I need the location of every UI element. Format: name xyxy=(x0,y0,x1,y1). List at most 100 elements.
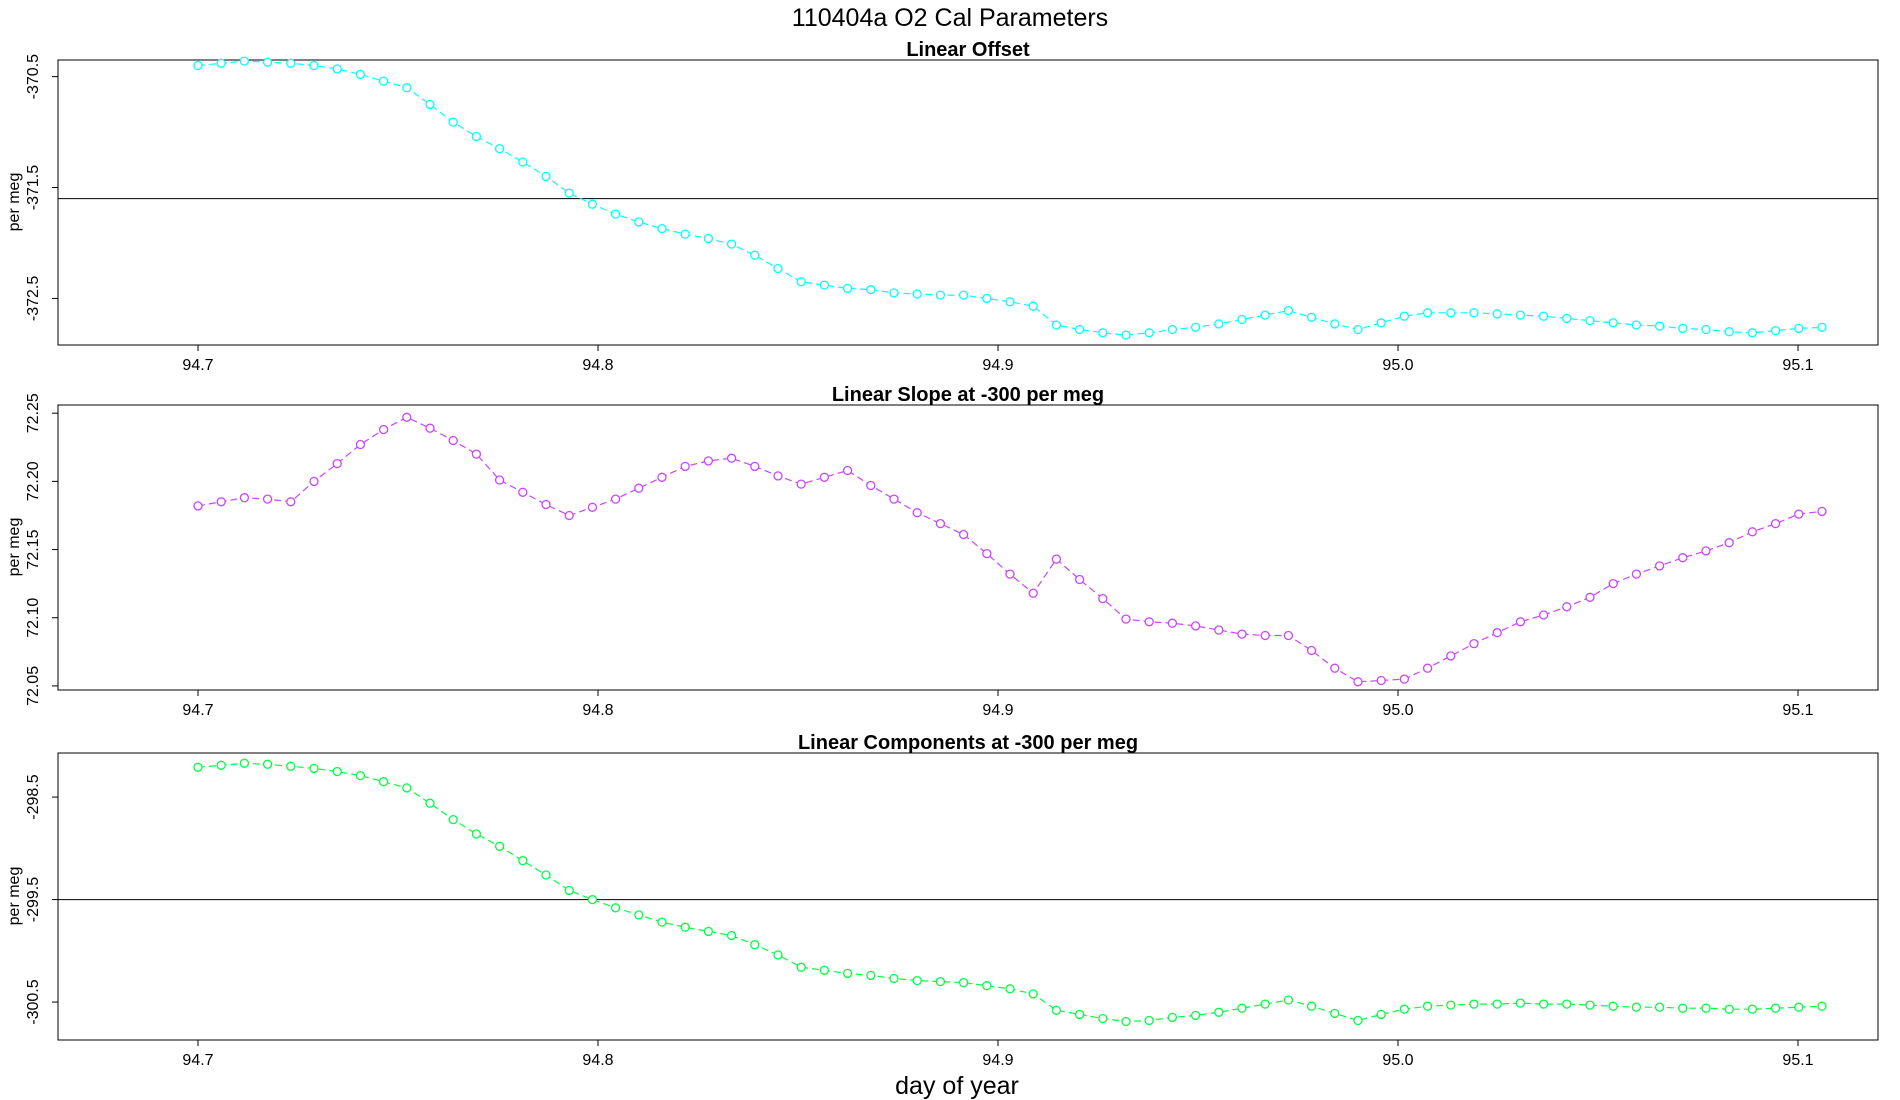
data-point xyxy=(1399,311,1410,321)
data-point xyxy=(750,250,760,260)
data-point xyxy=(1631,1002,1642,1012)
data-point xyxy=(1190,322,1201,332)
data-point xyxy=(1283,305,1294,316)
linear-slope-panel: Linear Slope at -300 per meg per meg 94.… xyxy=(6,384,1879,719)
x-axis-label: day of year xyxy=(895,1072,1019,1100)
data-point xyxy=(1538,311,1549,321)
data-point xyxy=(1701,546,1711,556)
data-point xyxy=(819,280,830,290)
series-line xyxy=(197,762,1823,1023)
data-point xyxy=(355,69,366,80)
data-point xyxy=(1190,1010,1201,1021)
y-tick-label: 72.05 xyxy=(25,666,42,706)
data-point xyxy=(1817,322,1827,332)
data-point xyxy=(1562,313,1572,324)
data-point xyxy=(518,855,528,866)
data-point xyxy=(1074,574,1085,585)
data-point xyxy=(1260,630,1270,641)
data-point xyxy=(773,263,783,274)
data-point xyxy=(262,759,273,769)
data-point xyxy=(1469,308,1479,318)
data-point xyxy=(494,144,505,154)
data-point xyxy=(1376,318,1386,328)
data-point xyxy=(1121,1016,1131,1027)
x-tick-label: 95.1 xyxy=(1782,357,1813,374)
data-point xyxy=(564,188,574,198)
data-point xyxy=(587,502,598,512)
x-tick-label: 94.9 xyxy=(982,357,1013,374)
data-point xyxy=(193,762,203,772)
data-point xyxy=(1330,319,1340,329)
data-point xyxy=(889,288,899,298)
data-point xyxy=(819,965,830,975)
data-point xyxy=(564,510,574,521)
data-point xyxy=(1376,1009,1386,1020)
data-point xyxy=(402,83,412,93)
data-point xyxy=(1747,527,1758,537)
data-point xyxy=(1446,651,1456,661)
data-series xyxy=(193,412,1827,687)
y-tick-label: 72.25 xyxy=(25,393,42,433)
data-point xyxy=(448,117,458,127)
data-point xyxy=(425,423,435,433)
data-point xyxy=(889,973,899,984)
data-point xyxy=(680,461,690,472)
data-point xyxy=(1608,578,1618,589)
data-point xyxy=(587,894,598,905)
x-tick-label: 94.9 xyxy=(982,1052,1013,1069)
data-point xyxy=(1214,625,1224,635)
data-point xyxy=(1422,1001,1433,1011)
data-point xyxy=(1167,324,1178,335)
data-point xyxy=(1654,561,1665,571)
data-point xyxy=(216,58,226,68)
x-tick-label: 94.8 xyxy=(582,1052,613,1069)
y-tick-label: -299.5 xyxy=(25,877,42,922)
data-point xyxy=(1446,1000,1456,1010)
data-point xyxy=(332,766,342,777)
y-tick-label: -300.5 xyxy=(25,979,42,1024)
data-point xyxy=(1770,518,1781,529)
data-point xyxy=(1585,1000,1595,1010)
data-point xyxy=(216,497,226,507)
x-tick-label: 94.7 xyxy=(182,702,213,719)
data-point xyxy=(1678,1003,1688,1013)
data-point xyxy=(1608,1001,1618,1011)
data-point xyxy=(378,424,389,435)
x-tick-label: 95.0 xyxy=(1382,1052,1413,1069)
data-point xyxy=(1005,569,1015,579)
data-point xyxy=(1051,554,1062,564)
data-point xyxy=(610,494,621,504)
data-point xyxy=(309,60,319,71)
y-tick-label: 72.15 xyxy=(25,529,42,569)
data-point xyxy=(1306,645,1317,656)
data-point xyxy=(1330,663,1340,673)
data-point xyxy=(982,293,992,304)
data-point xyxy=(1585,315,1595,326)
data-point xyxy=(1724,538,1734,548)
data-point xyxy=(471,829,482,839)
linear-offset-panel: Linear Offset per meg 94.7 94.8 94.9 95.0 95… xyxy=(6,39,1879,374)
data-point xyxy=(1469,999,1479,1009)
x-tick-label: 94.7 xyxy=(182,357,213,374)
data-point xyxy=(1817,1001,1827,1011)
data-point xyxy=(912,289,922,299)
data-point xyxy=(1167,618,1178,628)
data-point xyxy=(1562,602,1572,612)
data-point xyxy=(286,58,296,68)
data-point xyxy=(1353,1015,1363,1026)
data-point xyxy=(958,290,969,300)
data-point xyxy=(1399,674,1410,684)
data-point xyxy=(1585,592,1595,602)
series-line xyxy=(197,416,1823,683)
y-tick-label: 72.10 xyxy=(25,598,42,638)
data-point xyxy=(471,131,482,142)
data-point xyxy=(610,209,621,219)
data-point xyxy=(355,770,366,781)
data-point xyxy=(912,975,922,986)
data-point xyxy=(1794,323,1804,334)
y-axis-label: per meg xyxy=(6,173,23,232)
data-point xyxy=(355,439,366,450)
figure-title: 110404a O2 Cal Parameters xyxy=(792,4,1108,32)
data-point xyxy=(541,499,551,510)
data-point xyxy=(657,223,667,234)
